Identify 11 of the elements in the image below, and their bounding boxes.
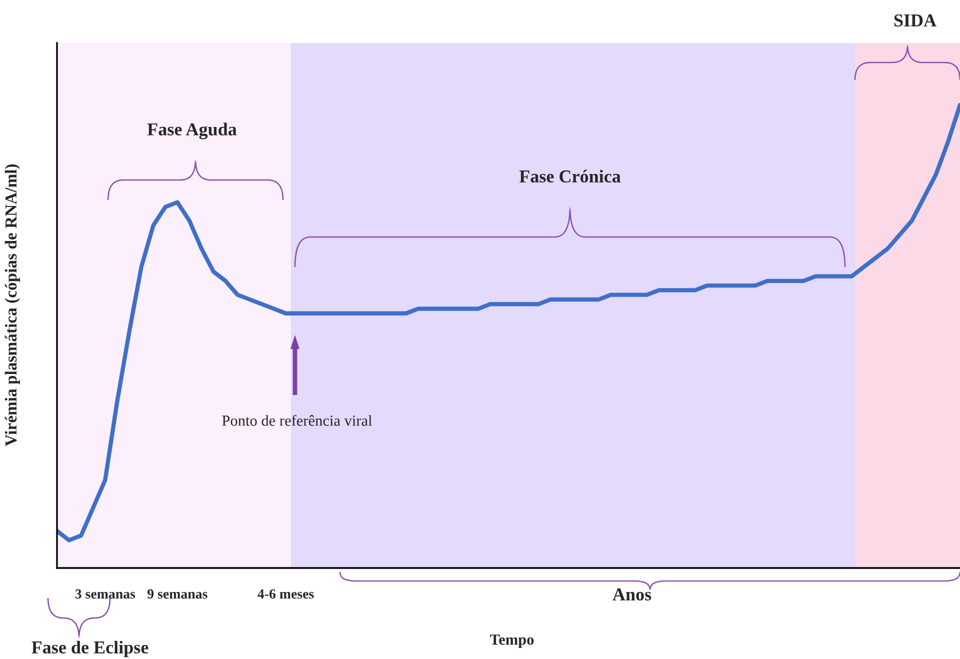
annotation: Fase Crónica [519,170,621,183]
x-axis-title: Tempo [490,634,534,648]
text: Fase de Eclipse [32,640,148,658]
text: Anos [612,588,652,601]
x-tick-label: 4-6 meses [258,589,314,599]
x-tick-label: 9 semanas [147,589,208,599]
annotation: Ponto de referência viral [222,414,372,426]
y-axis-title: Virémia plasmática (cópias de RNA/ml) [4,164,20,446]
x-tick-label: 3 semanas [75,589,136,599]
annotation: Fase Aguda [147,122,237,140]
text: SIDA [894,14,936,27]
